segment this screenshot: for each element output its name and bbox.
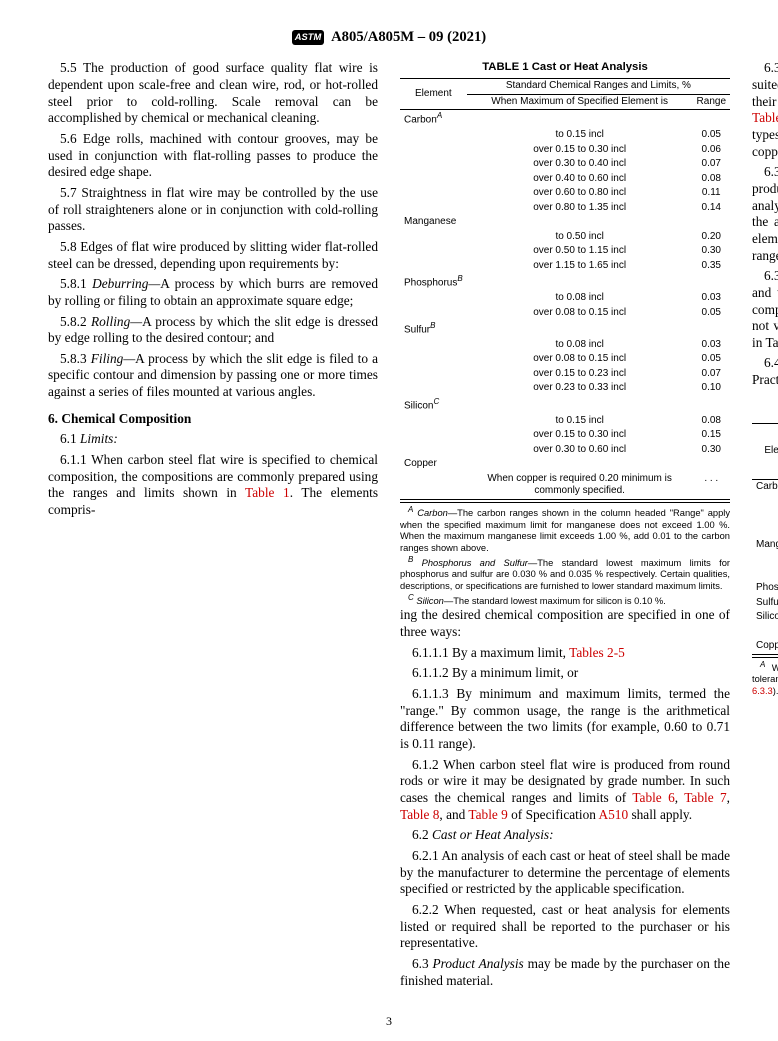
doc-header: ASTM A805/A805M – 09 (2021)	[48, 28, 730, 46]
table-row: over 0.23 to 0.33 incl0.10	[400, 381, 730, 396]
link-table-1[interactable]: Table 1	[245, 485, 290, 500]
para-5-6: 5.6 Edge rolls, machined with contour gr…	[48, 131, 378, 181]
table-row: over 0.15 to 0.30 incl0.15	[400, 428, 730, 443]
table-row: CarbonA	[400, 110, 730, 128]
table-row: over 0.08 to 0.15 incl0.05	[400, 352, 730, 367]
table-2-caption: TABLE 2 Tolerances for Product AnalysisA	[752, 403, 778, 423]
table-row: over 0.800.030.06	[752, 523, 778, 538]
table-row: over 0.15 to 0.30 incl0.06	[400, 143, 730, 158]
table-row: Carbonto 0.15 incl0.020.03	[752, 479, 778, 494]
table-row: over 0.30 to 0.40 incl0.07	[400, 157, 730, 172]
para-6-3-2: 6.3.2 For steels other than rimmed or ca…	[752, 164, 778, 264]
para-6-2-2: 6.2.2 When requested, cast or heat analy…	[400, 902, 730, 952]
table-row: Copper. . .0.02. . .	[752, 639, 778, 654]
para-6-2: 6.2 Cast or Heat Analysis:	[400, 827, 730, 844]
table-2: TABLE 2 Tolerances for Product AnalysisA…	[752, 403, 778, 655]
para-5-8-2: 5.8.2 Rolling—A process by which the sli…	[48, 314, 378, 347]
para-6-2-1: 6.2.1 An analysis of each cast or heat o…	[400, 848, 730, 898]
para-6-3-1: 6.3.1 Capped or rimmed steels are not te…	[752, 60, 778, 160]
para-6-1-1-1: 6.1.1.1 By a maximum limit, Tables 2-5	[400, 645, 730, 662]
table-row: Phosphorus. . .. . .0.01	[752, 581, 778, 596]
link-tables-2-5[interactable]: Tables 2-5	[569, 645, 625, 660]
para-6-1-1: 6.1.1 When carbon steel flat wire is spe…	[48, 452, 378, 519]
table-row: Siliconto 0.30 incl0.020.03	[752, 610, 778, 625]
table-row: over 0.08 to 0.15 incl0.05	[400, 306, 730, 321]
table-row: over 0.40 to 0.60 incl0.08	[400, 172, 730, 187]
para-5-8-3: 5.8.3 Filing—A process by which the slit…	[48, 351, 378, 401]
para-6-1-2: 6.1.2 When carbon steel flat wire is pro…	[400, 757, 730, 824]
table-row: over 0.60 to 0.80 incl0.11	[400, 186, 730, 201]
table-row: over 0.30 to 0.60 incl0.050.05	[752, 625, 778, 640]
table-1-block: TABLE 1 Cast or Heat Analysis Element St…	[400, 60, 730, 607]
table-row: Sulfur. . .. . .0.01	[752, 596, 778, 611]
table-1-caption: TABLE 1 Cast or Heat Analysis	[400, 60, 730, 78]
para-6-1-1-3: 6.1.1.3 By minimum and maximum limits, t…	[400, 686, 730, 753]
table-row: SiliconC	[400, 396, 730, 414]
table-row: to 0.15 incl0.05	[400, 128, 730, 143]
table-row: When copper is required 0.20 minimum is …	[400, 472, 730, 500]
para-5-7: 5.7 Straightness in flat wire may be con…	[48, 185, 378, 235]
table-row: over 0.40 to 0.80 incl0.030.05	[752, 509, 778, 524]
para-5-8: 5.8 Edges of flat wire produced by slitt…	[48, 239, 378, 272]
table-row: to 0.15 incl0.08	[400, 414, 730, 429]
table-row: over 1.15 to 1.65 incl0.050.05	[752, 567, 778, 582]
table-1-footnotes: A Carbon—The carbon ranges shown in the …	[400, 502, 730, 608]
table-row: over 0.80 to 1.35 incl0.14	[400, 201, 730, 216]
section-6-heading: 6. Chemical Composition	[48, 411, 378, 428]
table-row: to 0.08 incl0.03	[400, 291, 730, 306]
table-row: Manganeseto 0.60 incl0.030.03	[752, 538, 778, 553]
table-1: TABLE 1 Cast or Heat Analysis Element St…	[400, 60, 730, 499]
page-number: 3	[0, 1014, 778, 1029]
para-6-4: 6.4 For referee purposes, if required, T…	[752, 355, 778, 388]
para-5-5: 5.5 The production of good surface quali…	[48, 60, 378, 127]
table-row: Copper	[400, 457, 730, 472]
page: ASTM A805/A805M – 09 (2021) 5.5 The prod…	[0, 0, 778, 1041]
table-row: SulfurB	[400, 320, 730, 338]
table-row: to 0.50 incl0.20	[400, 230, 730, 245]
para-6-1-1-2: 6.1.1.2 By a minimum limit, or	[400, 665, 730, 682]
table-2-footnotes: A When produced from round wire or rod t…	[752, 657, 778, 698]
astm-logo: ASTM	[292, 30, 324, 46]
table-row: over 0.60 to 1.15 incl0.040.04	[752, 552, 778, 567]
text-columns: 5.5 The production of good surface quali…	[48, 60, 730, 1010]
para-5-8-1: 5.8.1 Deburring—A process by which burrs…	[48, 276, 378, 309]
table-row: Manganese	[400, 215, 730, 230]
table-row: over 0.50 to 1.15 incl0.30	[400, 244, 730, 259]
para-6-1-1-cont: ing the desired chemical composition are…	[400, 607, 730, 640]
table-row: to 0.08 incl0.03	[400, 338, 730, 353]
table-row: over 0.15 to 0.23 incl0.07	[400, 367, 730, 382]
table-row: over 0.15 to 0.40 incl0.030.04	[752, 494, 778, 509]
table-row: over 0.30 to 0.60 incl0.30	[400, 443, 730, 458]
para-6-3-3: 6.3.3 When flat wire is produced from ro…	[752, 268, 778, 351]
table-2-block: TABLE 2 Tolerances for Product AnalysisA…	[752, 403, 778, 698]
table-row: PhosphorusB	[400, 273, 730, 291]
para-6-3: 6.3 Product Analysis may be made by the …	[400, 956, 730, 989]
para-6-1: 6.1 Limits:	[48, 431, 378, 448]
table-row: over 1.15 to 1.65 incl0.35	[400, 259, 730, 274]
doc-title: A805/A805M – 09 (2021)	[331, 29, 486, 45]
